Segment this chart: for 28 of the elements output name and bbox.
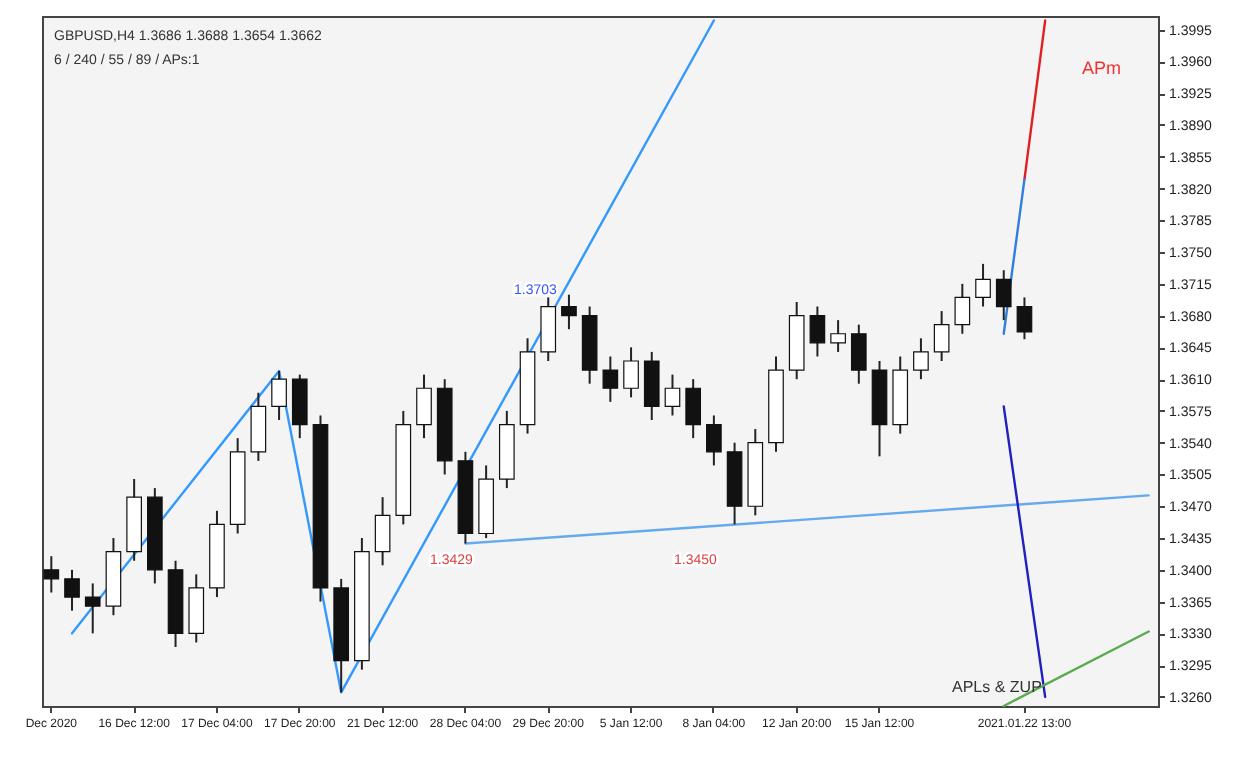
candlestick — [374, 496, 391, 567]
candlestick — [809, 305, 826, 358]
candlestick — [188, 573, 205, 644]
candlestick — [291, 373, 308, 440]
candlestick — [84, 582, 101, 635]
candlestick — [271, 369, 287, 422]
candlestick — [706, 414, 722, 467]
candlestick — [1016, 296, 1033, 341]
candlestick — [602, 355, 619, 403]
candlestick — [975, 262, 991, 308]
annotation: APm — [1082, 58, 1122, 78]
candlestick — [995, 269, 1012, 322]
candlestick — [540, 296, 557, 362]
annotation: APLs & ZUP — [952, 678, 1042, 696]
candlestick — [830, 319, 846, 353]
candlestick — [643, 350, 660, 422]
candlestick — [623, 346, 639, 399]
candlestick — [64, 568, 80, 612]
candlestick — [933, 310, 950, 362]
candlestick — [43, 555, 60, 594]
candlestick — [913, 337, 929, 381]
candlestick — [685, 378, 702, 440]
candlestick — [561, 293, 577, 331]
candlestick — [664, 373, 681, 417]
candlestick — [850, 323, 867, 385]
candlestick — [416, 373, 432, 440]
candlestick — [250, 391, 267, 462]
candlestick — [954, 282, 971, 335]
